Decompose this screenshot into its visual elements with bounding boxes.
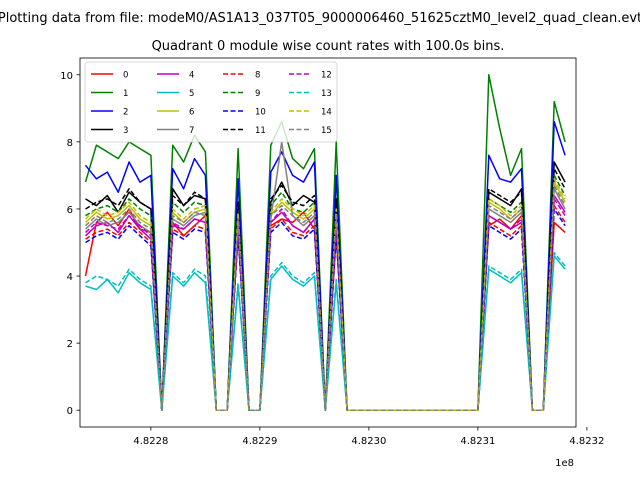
y-tick-label: 4 [67,272,73,283]
legend-label: 6 [189,108,194,118]
y-tick-label: 6 [67,205,73,216]
legend-label: 5 [189,89,194,99]
legend-entry: 14 [289,108,332,118]
legend-entry: 4 [157,71,194,81]
series-line-7 [84,141,566,411]
series-line-2 [84,120,566,411]
series-line-12 [84,198,566,411]
x-tick-label: 4.8229 [242,436,277,447]
legend-label: 3 [123,126,128,136]
legend-box [84,61,338,143]
y-tick-label: 0 [67,406,73,417]
series-line-8 [85,204,566,411]
y-tick-label: 8 [67,138,73,149]
legend-entry: 3 [91,126,128,136]
series-line-9 [85,174,566,411]
x-tick-label: 4.8228 [133,436,168,447]
legend-label: 8 [255,71,260,81]
axes-frame [79,57,577,428]
legend-entry: 5 [157,89,194,99]
series-line-5 [85,255,566,411]
series-line-15 [84,184,566,411]
x-offset-label: 1e8 [555,458,574,469]
legend-entry: 8 [223,71,260,81]
legend-entry: 12 [289,71,332,81]
y-tick-label: 2 [67,339,73,350]
legend-label: 4 [189,71,194,81]
legend-label: 12 [321,71,332,81]
series-line-14 [84,178,566,411]
legend-entry: 2 [91,108,128,118]
legend-entry: 13 [289,89,332,99]
legend-label: 11 [255,126,266,136]
legend-entry: 10 [223,108,266,118]
legend-label: 0 [123,71,128,81]
legend-label: 15 [321,126,332,136]
legend-label: 13 [321,89,332,99]
legend-label: 10 [255,108,266,118]
legend-label: 1 [123,89,128,99]
x-tick-label: 4.8232 [569,436,604,447]
chart-title: Quadrant 0 module wise count rates with … [152,39,505,54]
figure-suptitle: Plotting data from file: modeM0/AS1A13_0… [0,11,640,26]
x-tick-label: 4.8230 [351,436,386,447]
legend-entry: 9 [223,89,260,99]
legend-entry: 7 [157,126,194,136]
legend-entry: 11 [223,126,266,136]
legend-entry: 15 [289,126,332,136]
series-line-10 [85,208,566,411]
series-line-13 [85,251,566,411]
legend-label: 14 [321,108,332,118]
legend-entry: 1 [91,89,128,99]
y-tick-label: 10 [60,71,73,82]
series-line-6 [84,181,566,411]
legend-entry: 6 [157,108,194,118]
x-tick-label: 4.8231 [460,436,495,447]
series-line-11 [85,167,566,411]
legend-label: 2 [123,108,128,118]
legend-label: 9 [255,89,260,99]
legend-entry: 0 [91,71,128,81]
legend-label: 7 [189,126,194,136]
